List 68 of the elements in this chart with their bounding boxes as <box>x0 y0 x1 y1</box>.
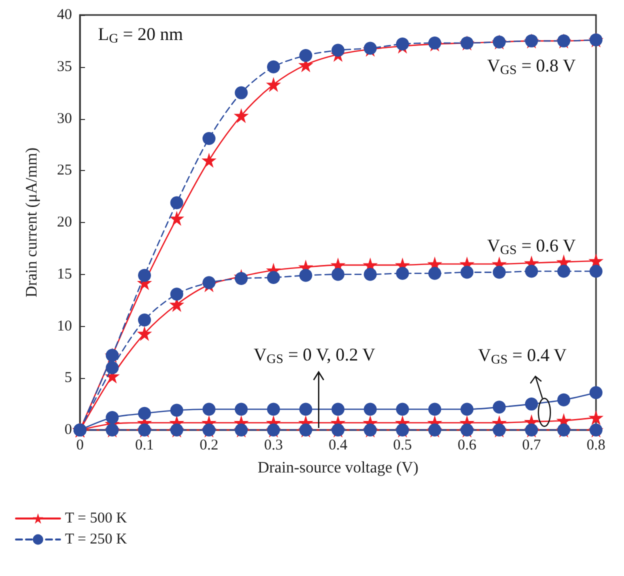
y-tick-label: 40 <box>57 7 72 23</box>
point <box>170 196 184 210</box>
point <box>460 402 474 416</box>
point <box>202 132 216 145</box>
x-tick-label: 0.5 <box>393 438 412 454</box>
point <box>138 406 151 420</box>
y-tick-label: 25 <box>57 162 72 179</box>
legend-label: T = 250 K <box>65 532 128 548</box>
point <box>299 402 312 416</box>
point <box>396 38 409 51</box>
point <box>460 266 474 279</box>
point <box>169 210 184 226</box>
point <box>299 268 312 282</box>
x-axis-title: Drain-source voltage (V) <box>258 460 418 476</box>
x-tick-label: 0.1 <box>135 438 154 454</box>
x-tick-label: 0.4 <box>328 438 348 454</box>
x-tick-label: 0.7 <box>522 438 542 454</box>
point <box>557 393 570 406</box>
point <box>106 411 119 424</box>
y-tick-label: 10 <box>57 318 72 334</box>
point <box>364 268 377 281</box>
point <box>428 266 442 280</box>
x-tick-label: 0.6 <box>458 438 477 454</box>
point <box>137 326 152 342</box>
point <box>492 400 506 414</box>
y-tick-label: 20 <box>57 214 72 230</box>
point <box>590 264 602 278</box>
x-tick-label: 0.3 <box>264 438 283 454</box>
x-tick-label: 0 <box>76 438 84 454</box>
point <box>202 276 216 290</box>
y-tick-label: 5 <box>64 370 72 386</box>
y-tick-label: 0 <box>64 422 72 438</box>
point <box>557 264 570 278</box>
y-tick-label: 30 <box>57 110 72 127</box>
point <box>106 361 119 374</box>
point <box>364 402 377 416</box>
point <box>588 410 604 426</box>
point <box>138 268 151 282</box>
point <box>525 398 538 411</box>
point <box>170 288 184 301</box>
point <box>590 386 602 400</box>
point <box>428 402 442 416</box>
point <box>266 77 281 92</box>
point <box>396 402 409 416</box>
point <box>332 268 344 281</box>
y-tick-label: 35 <box>57 58 72 75</box>
point <box>202 152 216 168</box>
point <box>267 60 280 74</box>
point <box>332 44 344 57</box>
x-tick-label: 0.2 <box>200 438 218 454</box>
point <box>332 402 344 416</box>
y-axis-title: Drain current (μA/mm) <box>24 148 40 298</box>
point <box>396 266 409 280</box>
point <box>234 272 248 286</box>
y-tick-label: 15 <box>57 266 72 282</box>
point <box>138 314 151 327</box>
legend-label: T = 500 K <box>65 510 128 526</box>
point <box>267 270 280 284</box>
point <box>299 48 312 62</box>
point <box>202 402 216 416</box>
x-tick-label: 0.8 <box>586 438 606 454</box>
point <box>267 402 280 416</box>
point <box>234 108 249 124</box>
point <box>234 402 248 416</box>
point <box>234 86 248 100</box>
point <box>492 266 506 279</box>
point <box>170 404 184 417</box>
point <box>525 264 538 278</box>
